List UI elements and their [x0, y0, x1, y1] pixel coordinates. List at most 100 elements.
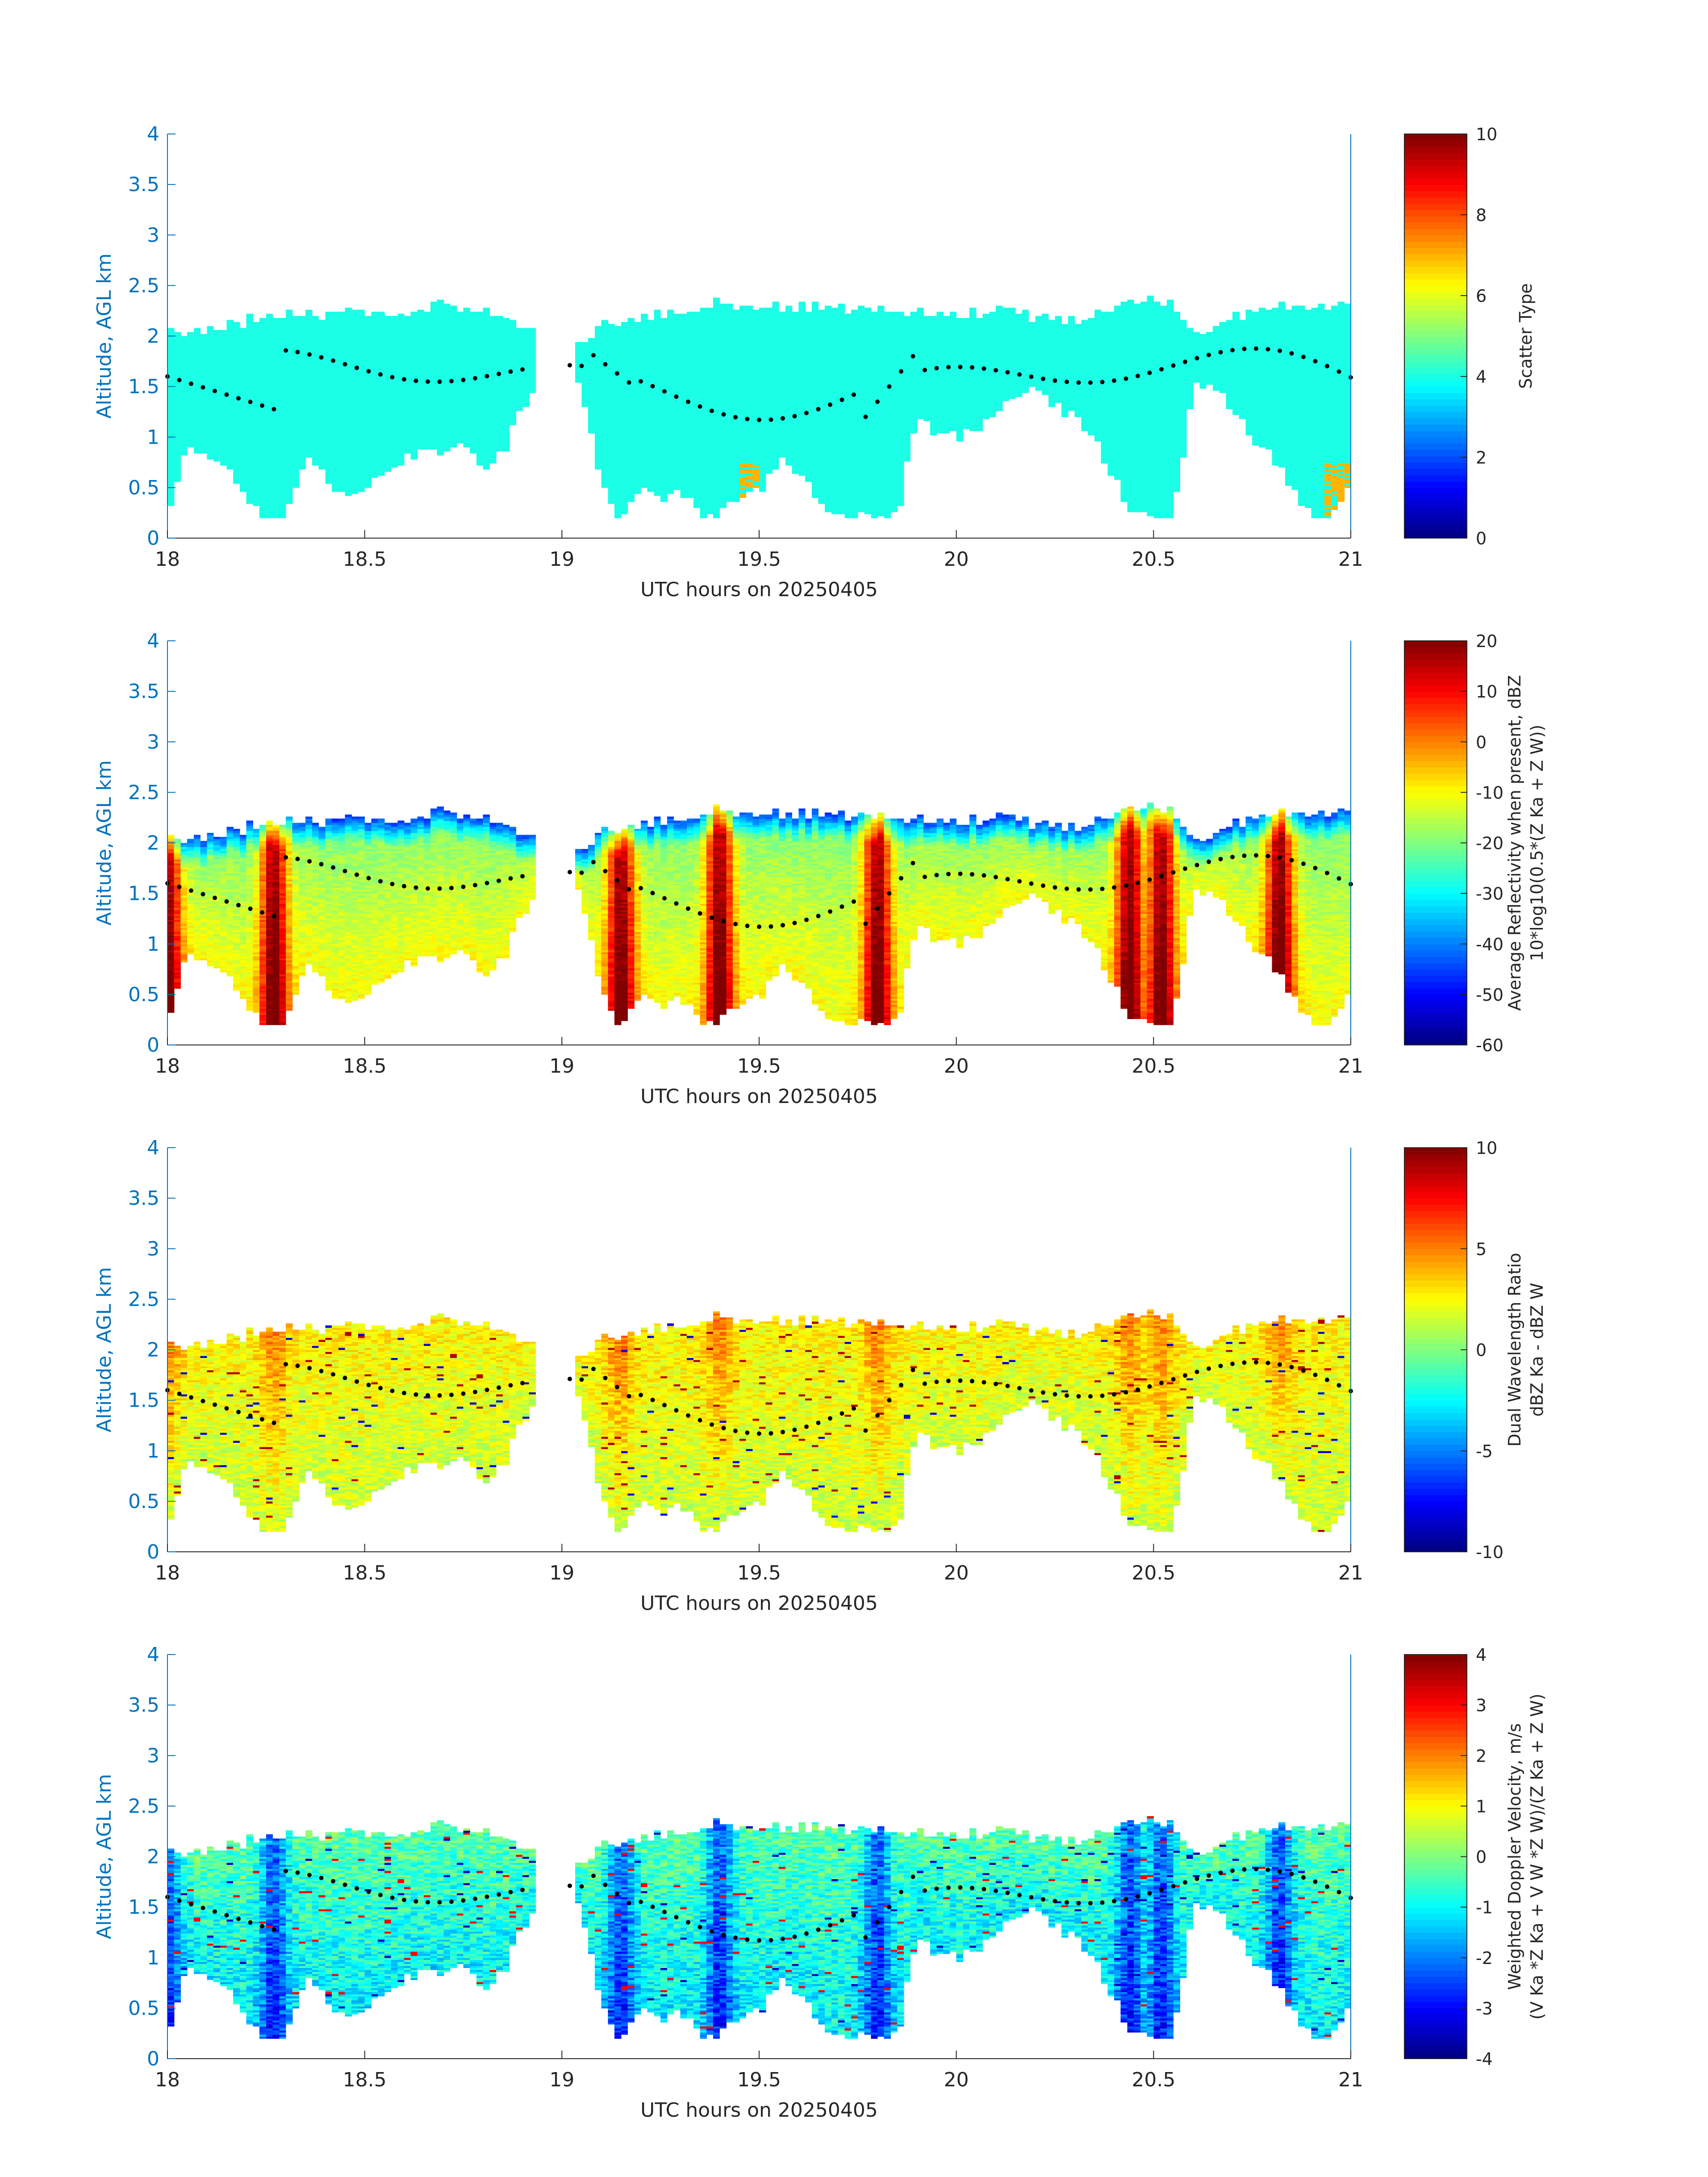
heatmap-cell — [325, 346, 332, 348]
heatmap-cell — [240, 481, 246, 484]
heatmap-cell — [325, 449, 332, 451]
heatmap-cell — [220, 336, 227, 338]
heatmap-cell — [180, 352, 187, 355]
heatmap-cell — [279, 326, 286, 328]
heatmap-cell — [266, 348, 273, 351]
heatmap-cell — [246, 387, 253, 389]
heatmap-cell — [286, 439, 292, 441]
heatmap-cell — [227, 407, 234, 409]
heatmap-cell — [319, 461, 326, 464]
heatmap-cell — [240, 364, 246, 367]
heatmap-cell — [253, 445, 259, 447]
heatmap-cell — [325, 322, 332, 324]
heatmap-cell — [273, 393, 280, 395]
heatmap-cell — [246, 344, 253, 347]
heatmap-cell — [292, 366, 299, 368]
heatmap-cell — [299, 376, 305, 379]
heatmap-cell — [246, 405, 253, 407]
heatmap-cell — [279, 429, 286, 431]
heatmap-cell — [266, 344, 273, 347]
heatmap-cell — [200, 441, 207, 443]
heatmap-cell — [259, 328, 266, 330]
heatmap-cell — [180, 391, 187, 393]
heatmap-cell — [259, 326, 266, 328]
heatmap-cell — [312, 411, 319, 413]
heatmap-cell — [200, 417, 207, 419]
heatmap-cell — [259, 451, 266, 453]
heatmap-cell — [207, 427, 213, 429]
heatmap-cell — [200, 356, 207, 359]
heatmap-cell — [246, 354, 253, 356]
heatmap-cell — [312, 354, 319, 356]
heatmap-cell — [286, 502, 292, 504]
heatmap-cell — [246, 326, 253, 328]
heatmap-cell — [319, 370, 326, 372]
heatmap-cell — [167, 368, 174, 371]
heatmap-cell — [259, 340, 266, 343]
heatmap-cell — [194, 366, 200, 368]
heatmap-cell — [286, 316, 292, 318]
heatmap-cell — [259, 494, 266, 496]
heatmap-cell — [174, 405, 181, 407]
heatmap-cell — [292, 413, 299, 415]
heatmap-cell — [325, 425, 332, 427]
heatmap-cell — [286, 366, 292, 368]
heatmap-cell — [253, 453, 259, 455]
heatmap-cell — [286, 330, 292, 332]
heatmap-cell — [299, 330, 305, 332]
heatmap-cell — [325, 477, 332, 480]
heatmap-cell — [240, 405, 246, 407]
heatmap-cell — [240, 429, 246, 431]
heatmap-cell — [266, 449, 273, 451]
heatmap-cell — [180, 354, 187, 356]
heatmap-cell — [286, 485, 292, 488]
heatmap-cell — [266, 441, 273, 443]
heatmap-cell — [266, 350, 273, 352]
heatmap-cell — [273, 439, 280, 441]
heatmap-cell — [246, 496, 253, 498]
heatmap-cell — [325, 342, 332, 344]
heatmap-cell — [259, 332, 266, 334]
heatmap-cell — [187, 411, 194, 413]
heatmap-cell — [286, 358, 292, 360]
heatmap-cell — [194, 439, 200, 441]
heatmap-cell — [233, 439, 240, 441]
heatmap-cell — [194, 372, 200, 375]
heatmap-cell — [207, 393, 213, 395]
heatmap-cell — [312, 380, 319, 383]
heatmap-cell — [332, 407, 338, 409]
heatmap-cell — [194, 451, 200, 453]
heatmap-cell — [279, 358, 286, 360]
heatmap-cell — [180, 362, 187, 364]
heatmap-cell — [279, 366, 286, 368]
heatmap-cell — [286, 314, 292, 316]
heatmap-cell — [187, 439, 194, 441]
heatmap-cell — [207, 379, 213, 381]
heatmap-cell — [299, 318, 305, 320]
heatmap-cell — [332, 445, 338, 447]
heatmap-cell — [312, 328, 319, 330]
heatmap-cell — [227, 320, 234, 322]
heatmap-cell — [240, 399, 246, 401]
heatmap-cell — [187, 403, 194, 405]
heatmap-cell — [332, 477, 338, 480]
heatmap-cell — [319, 336, 326, 338]
heatmap-cell — [266, 366, 273, 368]
heatmap-cell — [194, 328, 200, 330]
heatmap-cell — [319, 366, 326, 368]
heatmap-cell — [305, 407, 312, 409]
heatmap-cell — [292, 439, 299, 441]
heatmap-cell — [332, 421, 338, 423]
heatmap-cell — [266, 453, 273, 455]
heatmap-cell — [187, 443, 194, 445]
heatmap-cell — [187, 423, 194, 425]
heatmap-cell — [319, 425, 326, 427]
heatmap-cell — [273, 425, 280, 427]
heatmap-cell — [305, 342, 312, 344]
heatmap-cell — [246, 324, 253, 326]
heatmap-cell — [240, 457, 246, 460]
heatmap-cell — [332, 461, 338, 464]
heatmap-cell — [253, 389, 259, 391]
heatmap-cell — [174, 461, 181, 464]
heatmap-cell — [233, 375, 240, 377]
